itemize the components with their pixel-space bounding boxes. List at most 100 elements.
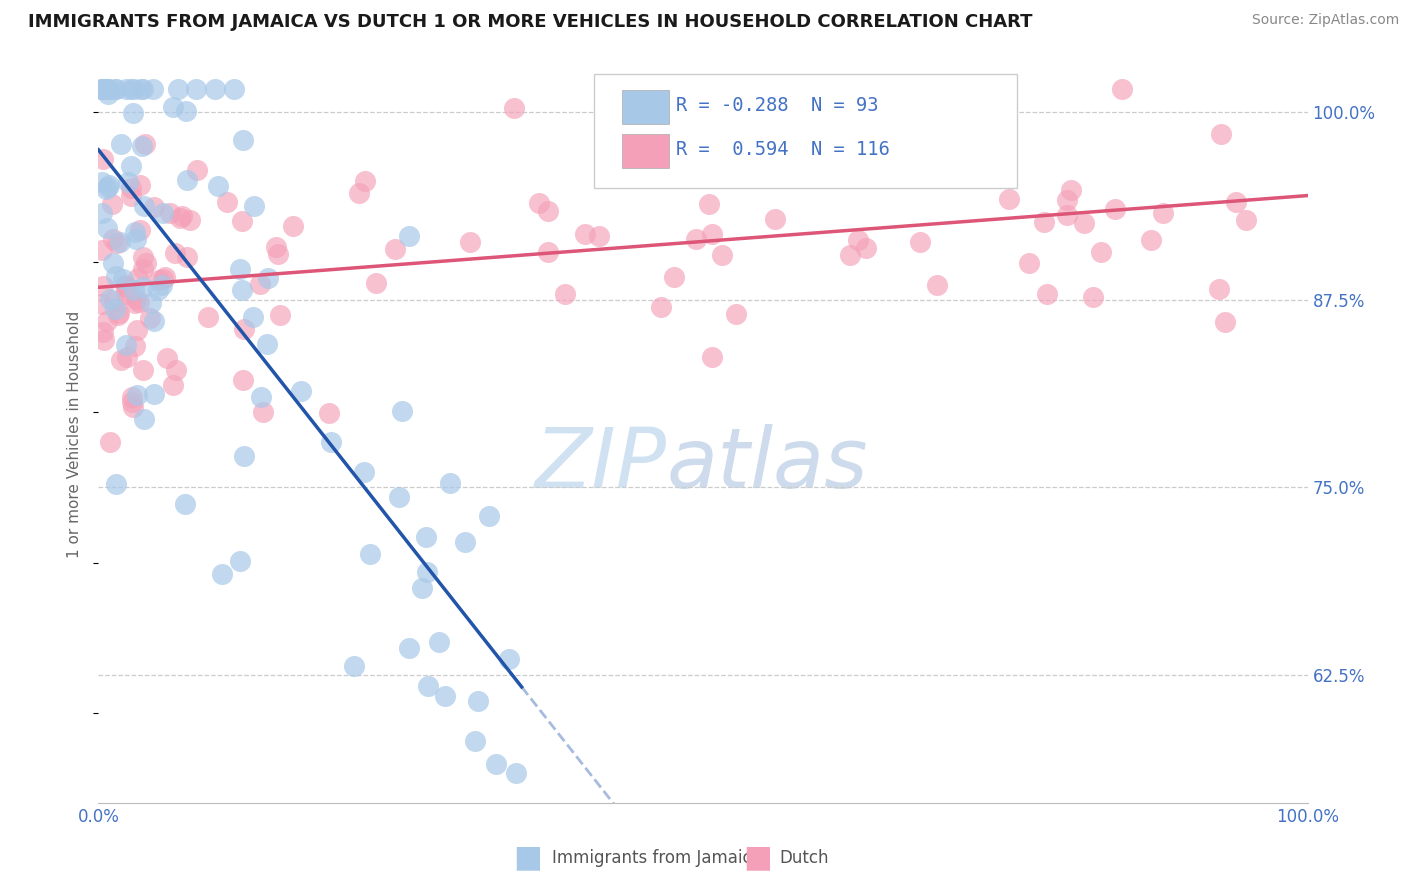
Point: [142, 200, 165, 214]
Point: [101, 255, 124, 269]
Point: [125, 323, 148, 337]
Point: [91, 82, 114, 96]
Point: [129, 178, 152, 193]
Point: [132, 250, 155, 264]
Point: [96, 82, 118, 96]
Point: [96, 313, 118, 327]
Point: [91, 82, 114, 96]
Point: [112, 272, 135, 286]
Point: [415, 530, 437, 544]
Point: [464, 733, 486, 747]
Point: [359, 547, 381, 561]
Point: [433, 689, 456, 703]
Point: [165, 362, 187, 376]
Point: [120, 180, 142, 194]
Text: ZIP: ZIP: [534, 424, 666, 505]
Point: [186, 162, 208, 177]
Text: atlas: atlas: [666, 424, 869, 505]
Point: [115, 286, 138, 301]
Point: [1018, 256, 1040, 270]
Point: [427, 635, 450, 649]
Point: [93, 82, 115, 96]
Point: [1153, 205, 1175, 219]
Point: [439, 476, 461, 491]
Point: [1104, 202, 1126, 217]
Point: [91, 153, 114, 167]
Point: [855, 241, 877, 255]
Point: [714, 169, 737, 184]
Point: [162, 378, 184, 392]
Point: [125, 388, 148, 402]
Point: [91, 297, 114, 311]
Point: [132, 262, 155, 277]
Point: [411, 581, 433, 595]
Point: [702, 350, 724, 364]
Point: [91, 175, 114, 189]
Point: [353, 465, 375, 479]
Text: ■: ■: [513, 844, 543, 872]
Point: [115, 281, 138, 295]
Point: [96, 82, 118, 96]
Point: [139, 296, 162, 310]
Point: [124, 225, 146, 239]
Point: [204, 82, 226, 96]
Point: [131, 139, 153, 153]
Point: [1111, 82, 1133, 96]
Point: [100, 435, 122, 450]
Point: [458, 235, 481, 249]
Point: [1140, 233, 1163, 247]
Point: [91, 82, 114, 96]
Point: [229, 262, 252, 277]
Point: [231, 133, 253, 147]
Point: [343, 658, 366, 673]
Point: [655, 91, 678, 105]
Point: [91, 243, 114, 257]
Point: [107, 308, 129, 322]
Point: [537, 245, 560, 260]
Point: [174, 104, 197, 119]
Point: [152, 271, 174, 285]
Point: [127, 271, 149, 285]
Point: [574, 227, 596, 242]
Text: IMMIGRANTS FROM JAMAICA VS DUTCH 1 OR MORE VEHICLES IN HOUSEHOLD CORRELATION CHA: IMMIGRANTS FROM JAMAICA VS DUTCH 1 OR MO…: [28, 13, 1032, 31]
Point: [250, 390, 273, 404]
Point: [1060, 183, 1083, 197]
Point: [505, 765, 527, 780]
Point: [176, 173, 198, 187]
Point: [554, 287, 576, 301]
Point: [115, 278, 138, 293]
Point: [927, 278, 949, 293]
Point: [104, 302, 127, 317]
Point: [249, 277, 271, 291]
Point: [485, 756, 508, 771]
Point: [256, 337, 278, 351]
Point: [664, 270, 686, 285]
Point: [710, 247, 733, 261]
Point: [650, 301, 672, 315]
Point: [354, 174, 377, 188]
Point: [233, 449, 256, 463]
Point: [103, 294, 125, 309]
Point: [290, 384, 312, 398]
Point: [121, 395, 143, 409]
Point: [101, 232, 124, 246]
Point: [1213, 314, 1236, 328]
Point: [139, 311, 162, 326]
Point: [207, 179, 229, 194]
Point: [347, 186, 370, 200]
Point: [117, 175, 139, 189]
Point: [1083, 290, 1105, 304]
Point: [257, 271, 280, 285]
Point: [117, 351, 139, 365]
Y-axis label: 1 or more Vehicles in Household: 1 or more Vehicles in Household: [67, 311, 83, 558]
Point: [1234, 213, 1257, 227]
Point: [155, 270, 177, 285]
Point: [1036, 286, 1059, 301]
Point: [197, 310, 219, 324]
Point: [132, 363, 155, 377]
Point: [165, 246, 187, 260]
Point: [105, 268, 128, 283]
Point: [172, 209, 194, 223]
Point: [91, 279, 114, 293]
Point: [527, 196, 550, 211]
